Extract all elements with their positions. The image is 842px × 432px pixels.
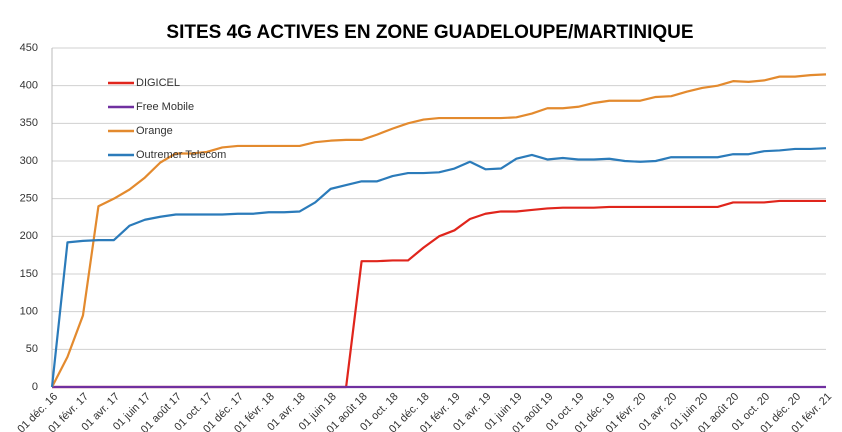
series-line bbox=[50, 147, 827, 388]
legend-label: Orange bbox=[136, 125, 173, 137]
legend-label: DIGICEL bbox=[136, 77, 180, 89]
y-tick-label: 400 bbox=[20, 80, 38, 92]
series-line bbox=[51, 73, 827, 388]
y-tick-label: 250 bbox=[20, 193, 38, 205]
legend-label: Free Mobile bbox=[136, 101, 194, 113]
y-tick-label: 300 bbox=[20, 155, 38, 167]
series-line bbox=[52, 199, 826, 389]
chart-title: SITES 4G ACTIVES EN ZONE GUADELOUPE/MART… bbox=[166, 22, 693, 43]
y-tick-label: 200 bbox=[20, 230, 38, 242]
y-tick-label: 100 bbox=[20, 306, 38, 318]
y-tick-label: 450 bbox=[20, 42, 38, 54]
y-tick-label: 0 bbox=[32, 381, 38, 393]
y-tick-label: 350 bbox=[20, 117, 38, 129]
legend-label: Outremer Telecom bbox=[136, 149, 226, 161]
y-tick-label: 50 bbox=[26, 343, 38, 355]
y-tick-label: 150 bbox=[20, 268, 38, 280]
